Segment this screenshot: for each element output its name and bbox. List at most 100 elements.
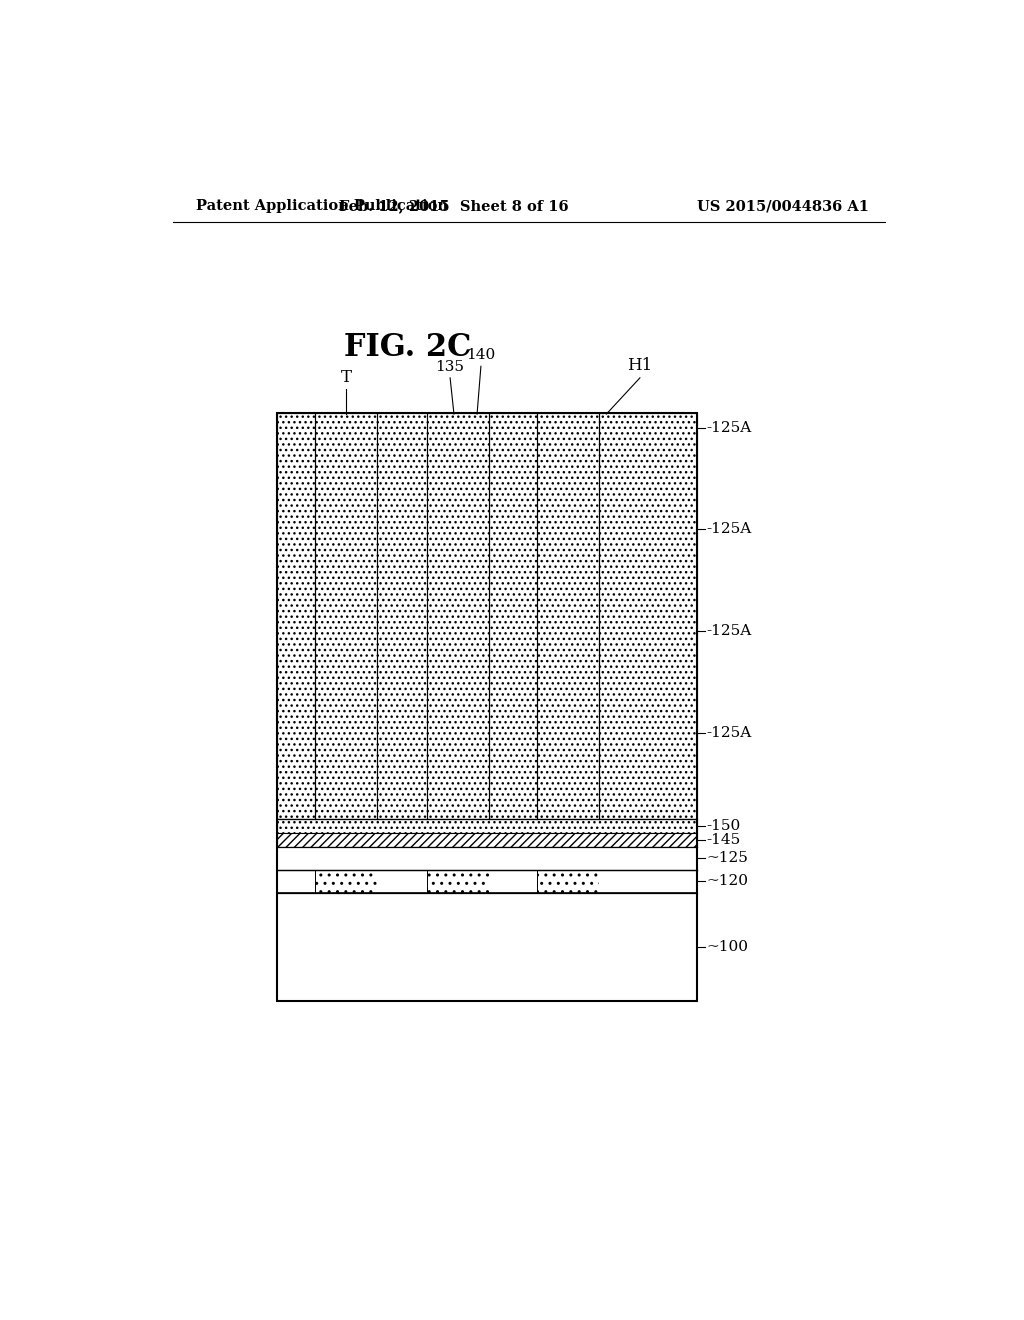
Bar [315,647,377,686]
Text: -125A: -125A [707,726,752,739]
Bar [538,647,544,686]
Bar [481,444,488,483]
Bar [434,444,481,483]
Text: -145: -145 [707,833,740,847]
Bar [538,444,599,483]
Bar [538,413,599,444]
Bar [538,788,599,818]
Bar [427,748,488,788]
Bar [315,444,323,483]
Bar [538,647,599,686]
Bar [481,545,488,585]
Bar [434,647,481,686]
Text: -150: -150 [707,818,740,833]
Bar [434,585,481,615]
Bar [315,585,377,615]
Bar [370,647,377,686]
Bar [427,515,488,545]
Bar [488,870,538,892]
Bar [538,870,599,892]
Bar [427,413,488,444]
Bar [427,748,488,788]
Bar [315,444,377,483]
Bar [538,545,599,585]
Text: -125A: -125A [707,523,752,536]
Bar [592,647,599,686]
Bar [427,444,434,483]
Bar [427,647,434,686]
Bar [427,585,488,615]
Bar [276,413,696,818]
Bar [315,647,323,686]
Bar [323,748,370,788]
Bar [315,748,377,788]
Bar [538,718,599,748]
Bar [538,647,599,686]
Bar [315,545,377,585]
Bar [315,616,377,647]
Text: Feb. 12, 2015  Sheet 8 of 16: Feb. 12, 2015 Sheet 8 of 16 [339,199,568,213]
Bar [315,748,323,788]
Bar [538,748,599,788]
Bar [434,686,481,718]
Text: ~100: ~100 [707,940,749,954]
Bar [434,748,481,788]
Bar [276,413,315,818]
Bar [538,585,599,615]
Bar [276,892,696,1001]
Bar [592,444,599,483]
Text: T: T [341,368,351,385]
Bar [427,647,488,686]
Bar [315,686,377,718]
Bar [427,748,434,788]
Text: FIG. 2C: FIG. 2C [344,331,471,363]
Bar [481,647,488,686]
Bar [599,870,696,892]
Bar [276,870,315,892]
Bar [276,847,696,870]
Bar [544,444,592,483]
Bar [427,545,434,585]
Bar [434,413,481,444]
Bar [315,444,377,483]
Bar [434,545,481,585]
Bar [276,412,696,1001]
Bar [377,870,427,892]
Bar [538,616,599,647]
Bar [538,444,544,483]
Text: ~120: ~120 [707,874,749,888]
Bar [427,545,488,585]
Text: H1: H1 [628,356,652,374]
Bar [315,545,377,585]
Bar [544,748,592,788]
Bar [427,647,488,686]
Bar [488,413,538,818]
Bar [481,748,488,788]
Bar [538,515,599,545]
Bar [427,545,488,585]
Bar [592,748,599,788]
Bar [427,870,488,892]
Bar [434,788,481,818]
Bar [538,444,599,483]
Bar [427,483,488,515]
Bar [323,647,370,686]
Bar [427,718,488,748]
Bar [370,748,377,788]
Bar [538,686,599,718]
Text: 140: 140 [466,348,496,363]
Bar [434,616,481,647]
Text: 135: 135 [435,360,465,374]
Bar [538,748,544,788]
Bar [276,413,696,818]
Bar [323,444,370,483]
Bar [544,545,592,585]
Text: ~125: ~125 [707,851,749,866]
Bar [427,444,488,483]
Bar [599,413,696,818]
Bar [323,545,370,585]
Bar [315,788,377,818]
Bar [315,718,377,748]
Bar [427,444,488,483]
Bar [315,413,377,444]
